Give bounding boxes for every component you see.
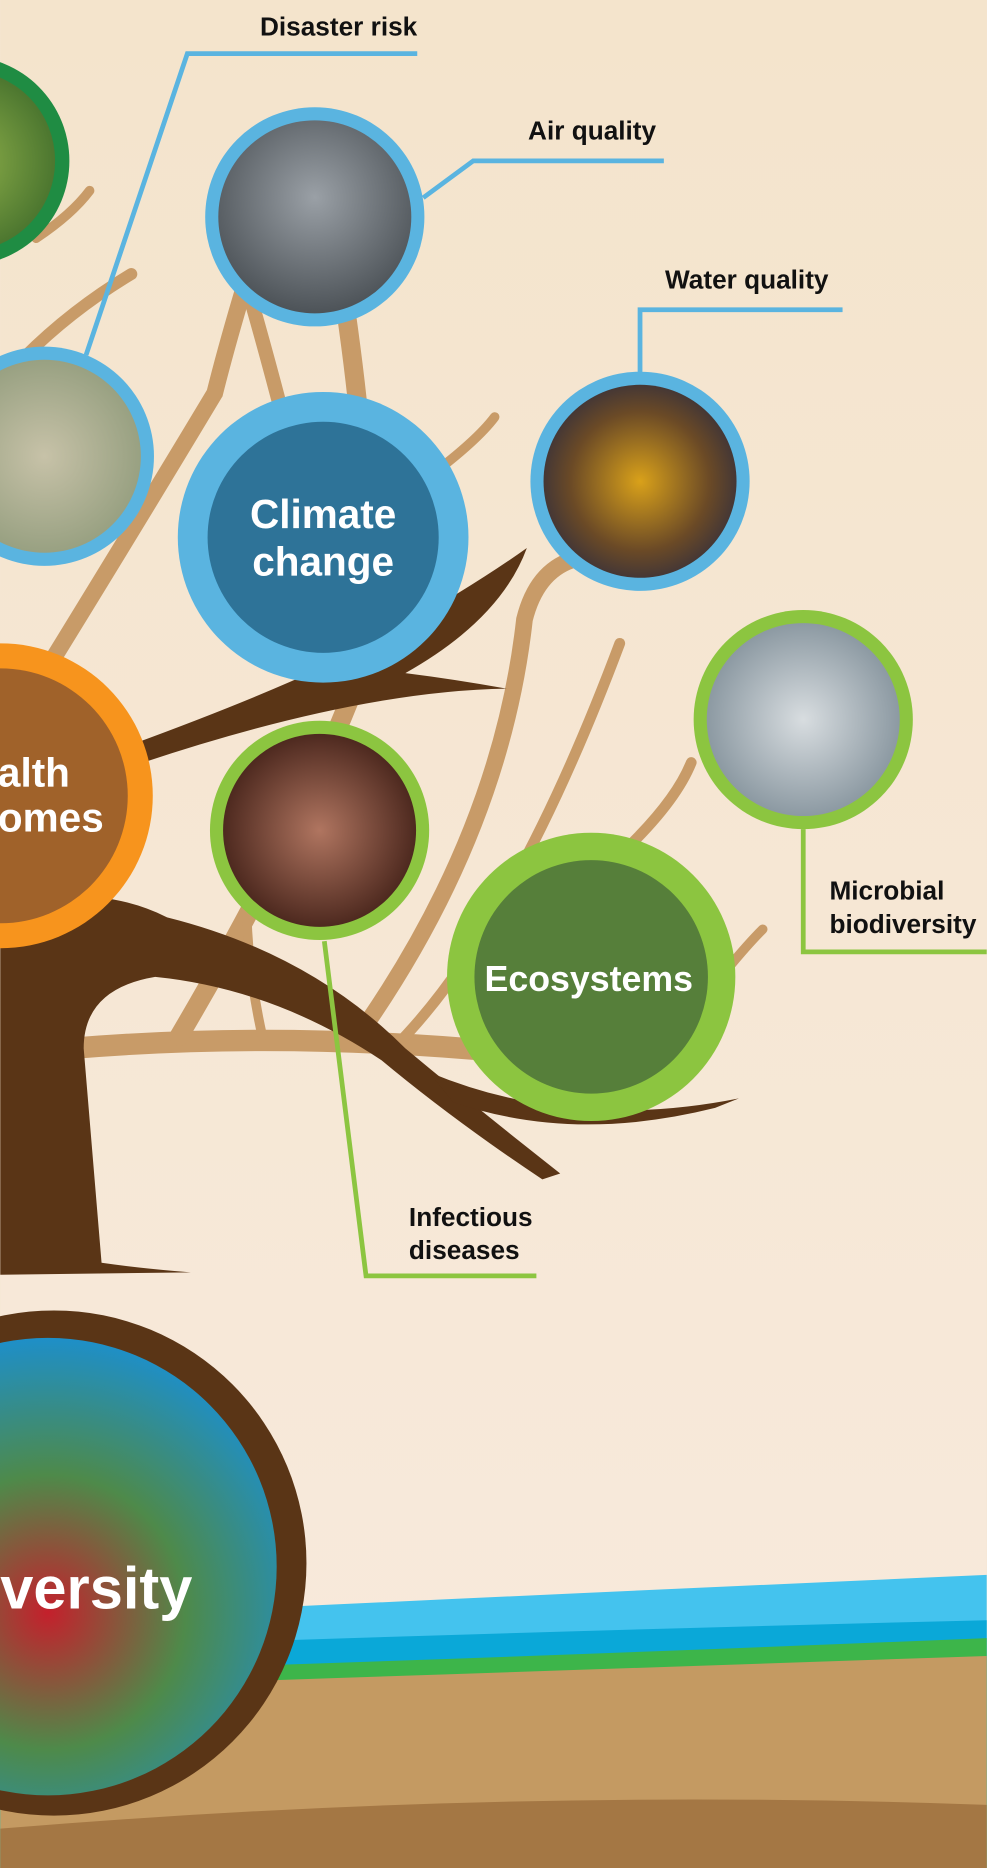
- photo: [223, 733, 417, 927]
- hub-label: versity: [0, 1554, 192, 1621]
- photo: [543, 384, 737, 578]
- ground-dark: [0, 1799, 987, 1868]
- hub-photo: [0, 1337, 277, 1796]
- photo: [0, 77, 56, 245]
- photo: [706, 623, 900, 817]
- hub-label: Ecosystems: [485, 959, 694, 999]
- hub-label: omes: [0, 795, 104, 841]
- photo: [0, 359, 141, 553]
- branch-dark: [429, 1072, 739, 1125]
- hub: [0, 668, 128, 924]
- callout-label: Disaster risk: [260, 12, 418, 42]
- callout-label: biodiversity: [829, 909, 976, 939]
- callout-label: Microbial: [829, 875, 944, 905]
- hub: [474, 860, 708, 1094]
- callout-label: diseases: [409, 1235, 520, 1265]
- callout-label: Water quality: [665, 264, 829, 294]
- hub-label: alth: [0, 749, 70, 795]
- branch-dark: [131, 548, 527, 763]
- callout-label: Infectious: [409, 1202, 533, 1232]
- hub-label: change: [252, 538, 394, 584]
- connectors: [83, 51, 987, 1279]
- hub: [207, 421, 439, 653]
- photo: [218, 120, 412, 314]
- hub-label: Climate: [250, 491, 396, 537]
- callout-label: Air quality: [528, 115, 656, 145]
